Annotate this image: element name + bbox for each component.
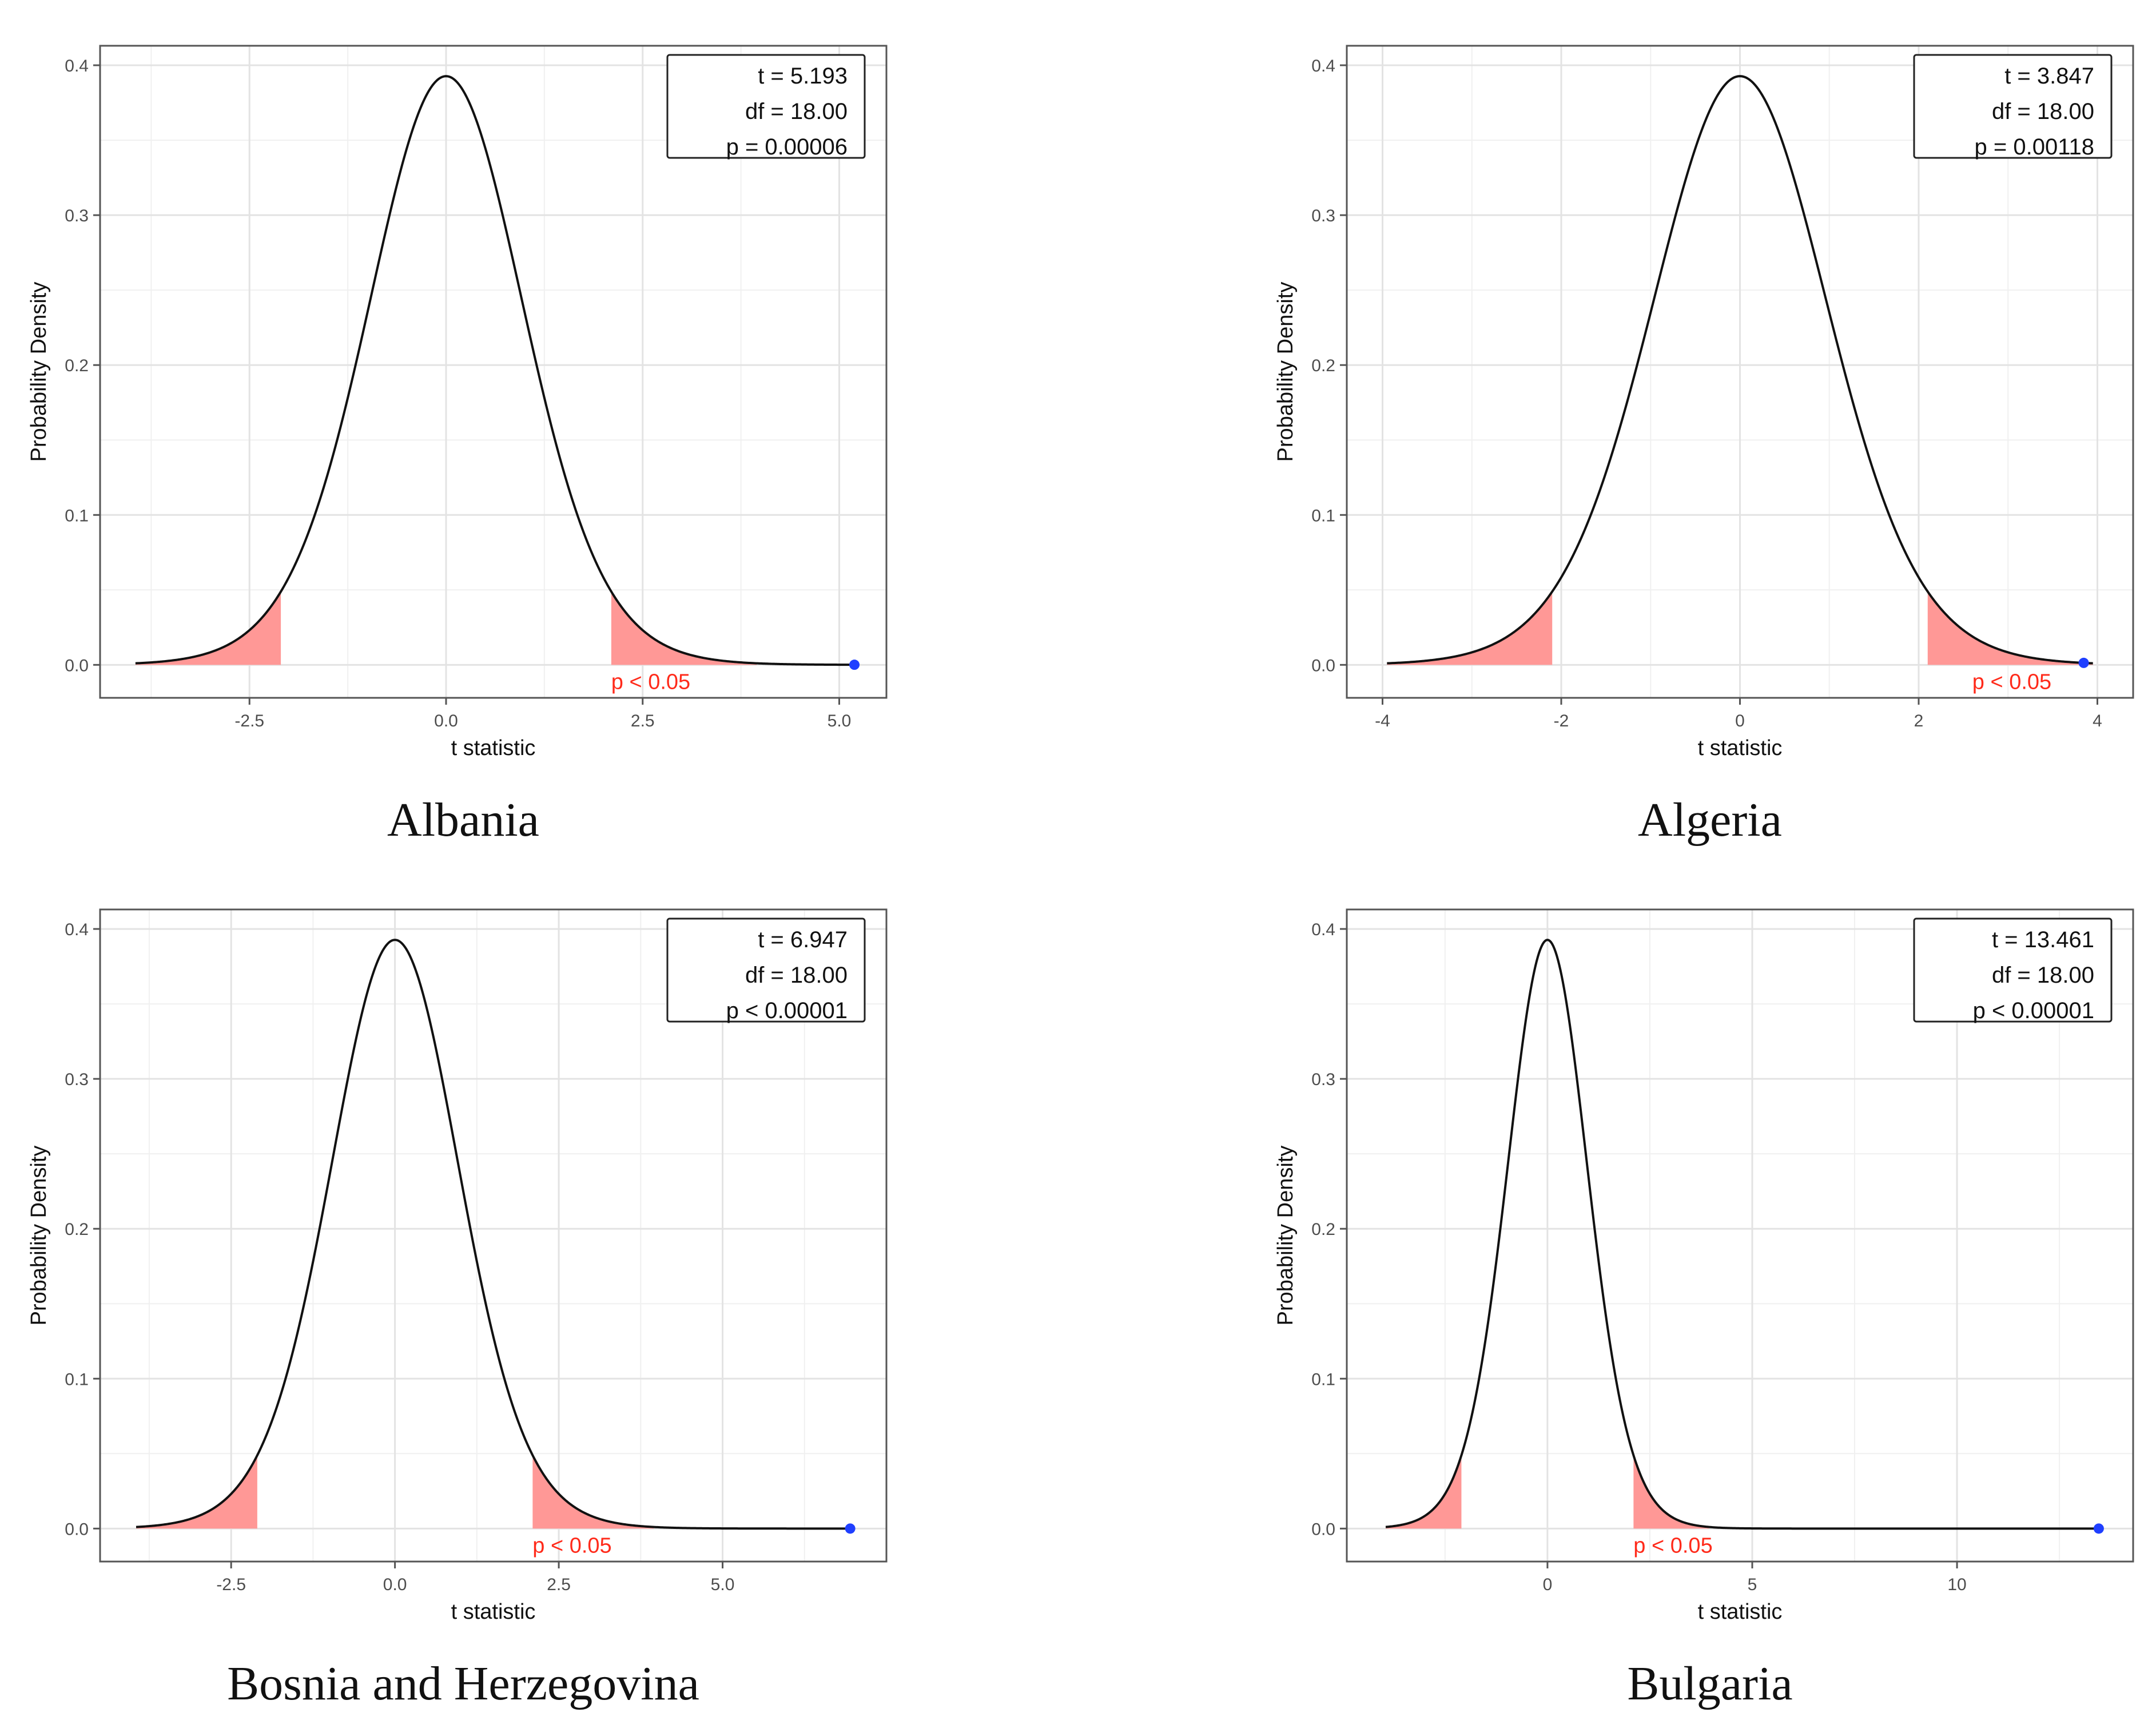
rejection-region-label: p < 0.05 bbox=[532, 1534, 611, 1558]
y-tick-label: 0.0 bbox=[1311, 656, 1335, 675]
x-tick-label: 5 bbox=[1748, 1575, 1757, 1594]
y-tick-label: 0.0 bbox=[65, 656, 89, 675]
rejection-region-right bbox=[1927, 591, 2093, 665]
rejection-region-left bbox=[1386, 1455, 1462, 1529]
caption-albania: Albania bbox=[387, 793, 539, 847]
y-tick-label: 0.3 bbox=[65, 1070, 89, 1089]
caption-bulgaria: Bulgaria bbox=[1627, 1657, 1793, 1710]
x-axis-title: t statistic bbox=[451, 736, 536, 760]
y-tick-label: 0.4 bbox=[1311, 920, 1335, 939]
legend-line: p < 0.00001 bbox=[1973, 998, 2094, 1023]
y-axis-title: Probability Density bbox=[1274, 1146, 1298, 1326]
legend-line: t = 5.193 bbox=[758, 63, 848, 89]
x-axis-title: t statistic bbox=[451, 1600, 536, 1624]
chart-algeria: p < 0.05 -4 -2 0 2 4 0.0 0.1 0.2 0.3 0.4 t statisti… bbox=[1274, 45, 2134, 760]
x-tick-label: 2.5 bbox=[547, 1575, 571, 1594]
x-tick-label: -2 bbox=[1554, 712, 1569, 730]
y-tick-label: 0.4 bbox=[65, 920, 89, 939]
x-tick-label: 0 bbox=[1543, 1575, 1553, 1594]
rejection-region-right bbox=[611, 591, 757, 665]
legend-line: p = 0.00006 bbox=[726, 134, 848, 160]
chart-albania: p < 0.05 -2.5 0.0 2.5 5.0 0.0 0.1 0.2 0.3 0.4 t st… bbox=[27, 45, 888, 760]
plot-border bbox=[99, 908, 888, 1563]
rejection-region-label: p < 0.05 bbox=[611, 670, 690, 694]
legend-line: df = 18.00 bbox=[745, 963, 848, 988]
x-axis-title: t statistic bbox=[1698, 1600, 1783, 1624]
caption-bosnia-and-herzegovina: Bosnia and Herzegovina bbox=[227, 1657, 699, 1710]
observed-t-point bbox=[2078, 657, 2089, 668]
legend-line: t = 6.947 bbox=[758, 927, 848, 952]
observed-t-point bbox=[849, 660, 860, 670]
plot-border bbox=[1346, 908, 2134, 1563]
legend-line: df = 18.00 bbox=[745, 99, 848, 124]
y-tick-label: 0.2 bbox=[1311, 356, 1335, 375]
chart-bosnia-and-herzegovina: p < 0.05 -2.5 0.0 2.5 5.0 0.0 0.1 0.2 0.3 0.4 t st… bbox=[27, 908, 888, 1624]
rejection-region-label: p < 0.05 bbox=[1633, 1534, 1712, 1558]
legend-line: df = 18.00 bbox=[1992, 99, 2094, 124]
y-tick-label: 0.4 bbox=[65, 57, 89, 76]
y-axis-title: Probability Density bbox=[27, 1146, 51, 1326]
y-axis-title: Probability Density bbox=[27, 282, 51, 462]
x-tick-label: -2.5 bbox=[234, 712, 264, 730]
y-tick-label: 0.2 bbox=[65, 356, 89, 375]
y-tick-label: 0.3 bbox=[1311, 1070, 1335, 1089]
legend-box bbox=[1913, 917, 2113, 1023]
y-tick-label: 0.4 bbox=[1311, 57, 1335, 76]
legend-box bbox=[666, 917, 866, 1023]
x-axis-title: t statistic bbox=[1698, 736, 1783, 760]
x-tick-label: 5.0 bbox=[711, 1575, 735, 1594]
x-tick-label: 0.0 bbox=[434, 712, 458, 730]
density-curve bbox=[1385, 939, 2099, 1530]
y-tick-label: 0.1 bbox=[1311, 1370, 1335, 1389]
observed-t-point bbox=[2093, 1523, 2104, 1534]
x-tick-label: 4 bbox=[2093, 712, 2102, 730]
legend-box bbox=[1913, 54, 2113, 159]
x-tick-label: 2.5 bbox=[631, 712, 655, 730]
rejection-region-left bbox=[136, 1455, 257, 1529]
rejection-region-right bbox=[532, 1455, 654, 1529]
rejection-region-label: p < 0.05 bbox=[1972, 670, 2051, 694]
x-tick-label: 0.0 bbox=[383, 1575, 407, 1594]
y-axis-title: Probability Density bbox=[1274, 282, 1298, 462]
legend-line: p < 0.00001 bbox=[726, 998, 848, 1023]
y-tick-label: 0.3 bbox=[65, 206, 89, 225]
legend-line: t = 3.847 bbox=[2004, 63, 2094, 89]
rejection-region-left bbox=[1387, 591, 1553, 665]
legend-line: df = 18.00 bbox=[1992, 963, 2094, 988]
y-tick-label: 0.0 bbox=[65, 1520, 89, 1539]
x-tick-label: 10 bbox=[1947, 1575, 1966, 1594]
rejection-region-left bbox=[135, 591, 281, 665]
y-tick-label: 0.3 bbox=[1311, 206, 1335, 225]
y-tick-label: 0.1 bbox=[65, 1370, 89, 1389]
x-tick-label: 5.0 bbox=[828, 712, 852, 730]
y-tick-label: 0.0 bbox=[1311, 1520, 1335, 1539]
y-tick-label: 0.2 bbox=[65, 1220, 89, 1239]
density-curve bbox=[135, 75, 855, 666]
observed-t-point bbox=[845, 1523, 856, 1534]
x-tick-label: -2.5 bbox=[216, 1575, 246, 1594]
x-tick-label: 0 bbox=[1735, 712, 1745, 730]
legend-line: p = 0.00118 bbox=[1975, 134, 2094, 160]
y-tick-label: 0.1 bbox=[65, 506, 89, 525]
legend-line: t = 13.461 bbox=[1992, 927, 2094, 952]
caption-algeria: Algeria bbox=[1638, 793, 1782, 847]
y-tick-label: 0.2 bbox=[1311, 1220, 1335, 1239]
density-curve bbox=[136, 939, 850, 1530]
y-tick-label: 0.1 bbox=[1311, 506, 1335, 525]
rejection-region-right bbox=[1633, 1455, 1709, 1529]
plot-border bbox=[99, 45, 888, 699]
x-tick-label: 2 bbox=[1914, 712, 1924, 730]
legend-box bbox=[666, 54, 866, 159]
chart-bulgaria: p < 0.05 0 5 10 0.0 0.1 0.2 0.3 0.4 t statistic Pr… bbox=[1274, 908, 2134, 1624]
density-curve bbox=[1387, 75, 2093, 665]
x-tick-label: -4 bbox=[1375, 712, 1390, 730]
